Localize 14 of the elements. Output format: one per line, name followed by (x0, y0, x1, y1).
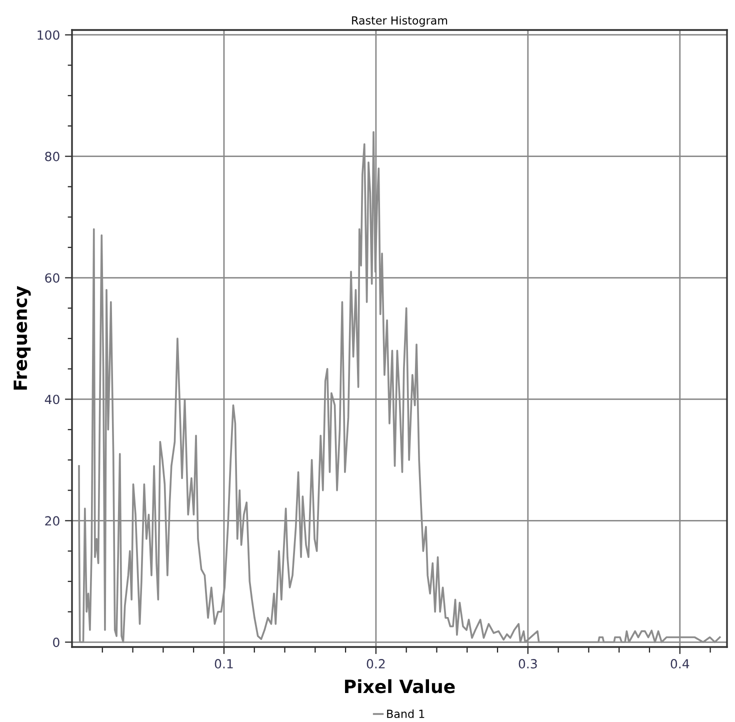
y-tick-label: 100 (38, 30, 60, 40)
y-tick-label: 80 (45, 152, 60, 162)
x-tick-label: 0.2 (366, 659, 385, 668)
x-axis-title: Pixel Value (345, 679, 455, 694)
legend-label: Band 1 (387, 709, 424, 718)
y-tick-label: 60 (45, 273, 60, 283)
y-axis-title: Frequency (14, 286, 31, 390)
x-tick-label: 0.4 (670, 659, 690, 668)
x-tick-label: 0.1 (214, 659, 233, 668)
chart-title: Raster Histogram (352, 16, 448, 27)
y-tick-label: 40 (44, 394, 60, 404)
y-tick-label: 0 (53, 638, 60, 648)
y-tick-label: 20 (45, 516, 60, 526)
x-tick-label: 0.3 (518, 659, 537, 668)
